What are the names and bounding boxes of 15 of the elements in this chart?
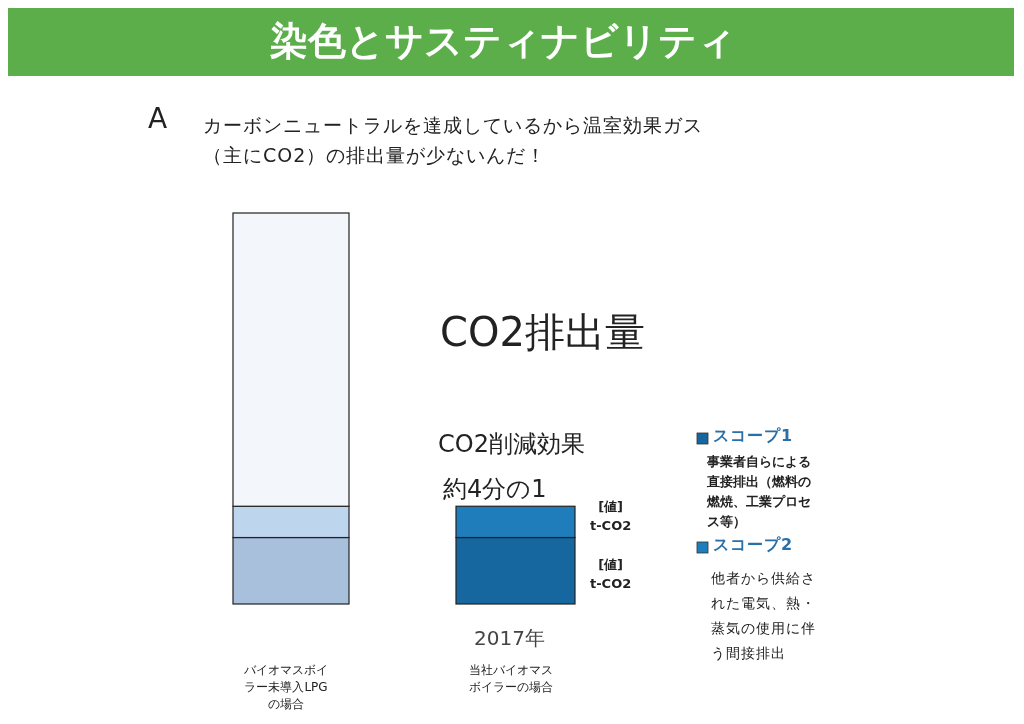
annotation: 事業者自らによる直接排出（燃料の燃焼、工業プロセス等）	[707, 453, 812, 531]
annotation: 2017年	[474, 625, 545, 652]
title: 染色とサスティナビリティ	[270, 18, 736, 65]
annotation: [値] t-CO2	[590, 556, 632, 593]
legend-label: スコープ2	[713, 535, 794, 556]
subtitle: CO2排出量	[440, 308, 645, 357]
annotation: A	[148, 102, 168, 135]
annotation: CO2削減効果	[438, 429, 585, 460]
annotation: 約4分の1	[443, 474, 547, 505]
category: バイオマスボイラー未導入LPGの場合	[243, 662, 329, 713]
annotation: [値] t-CO2	[590, 498, 632, 535]
annotation: 他者から供給された電気、熱・蒸気の使用に伴う間接排出	[711, 569, 817, 663]
legend-label: スコープ1	[713, 426, 794, 447]
annotation: カーボンニュートラルを達成しているから温室効果ガス（主にCO2）の排出量が少ないんだ！	[203, 113, 703, 168]
category: 当社バイオマスボイラーの場合	[468, 662, 554, 696]
